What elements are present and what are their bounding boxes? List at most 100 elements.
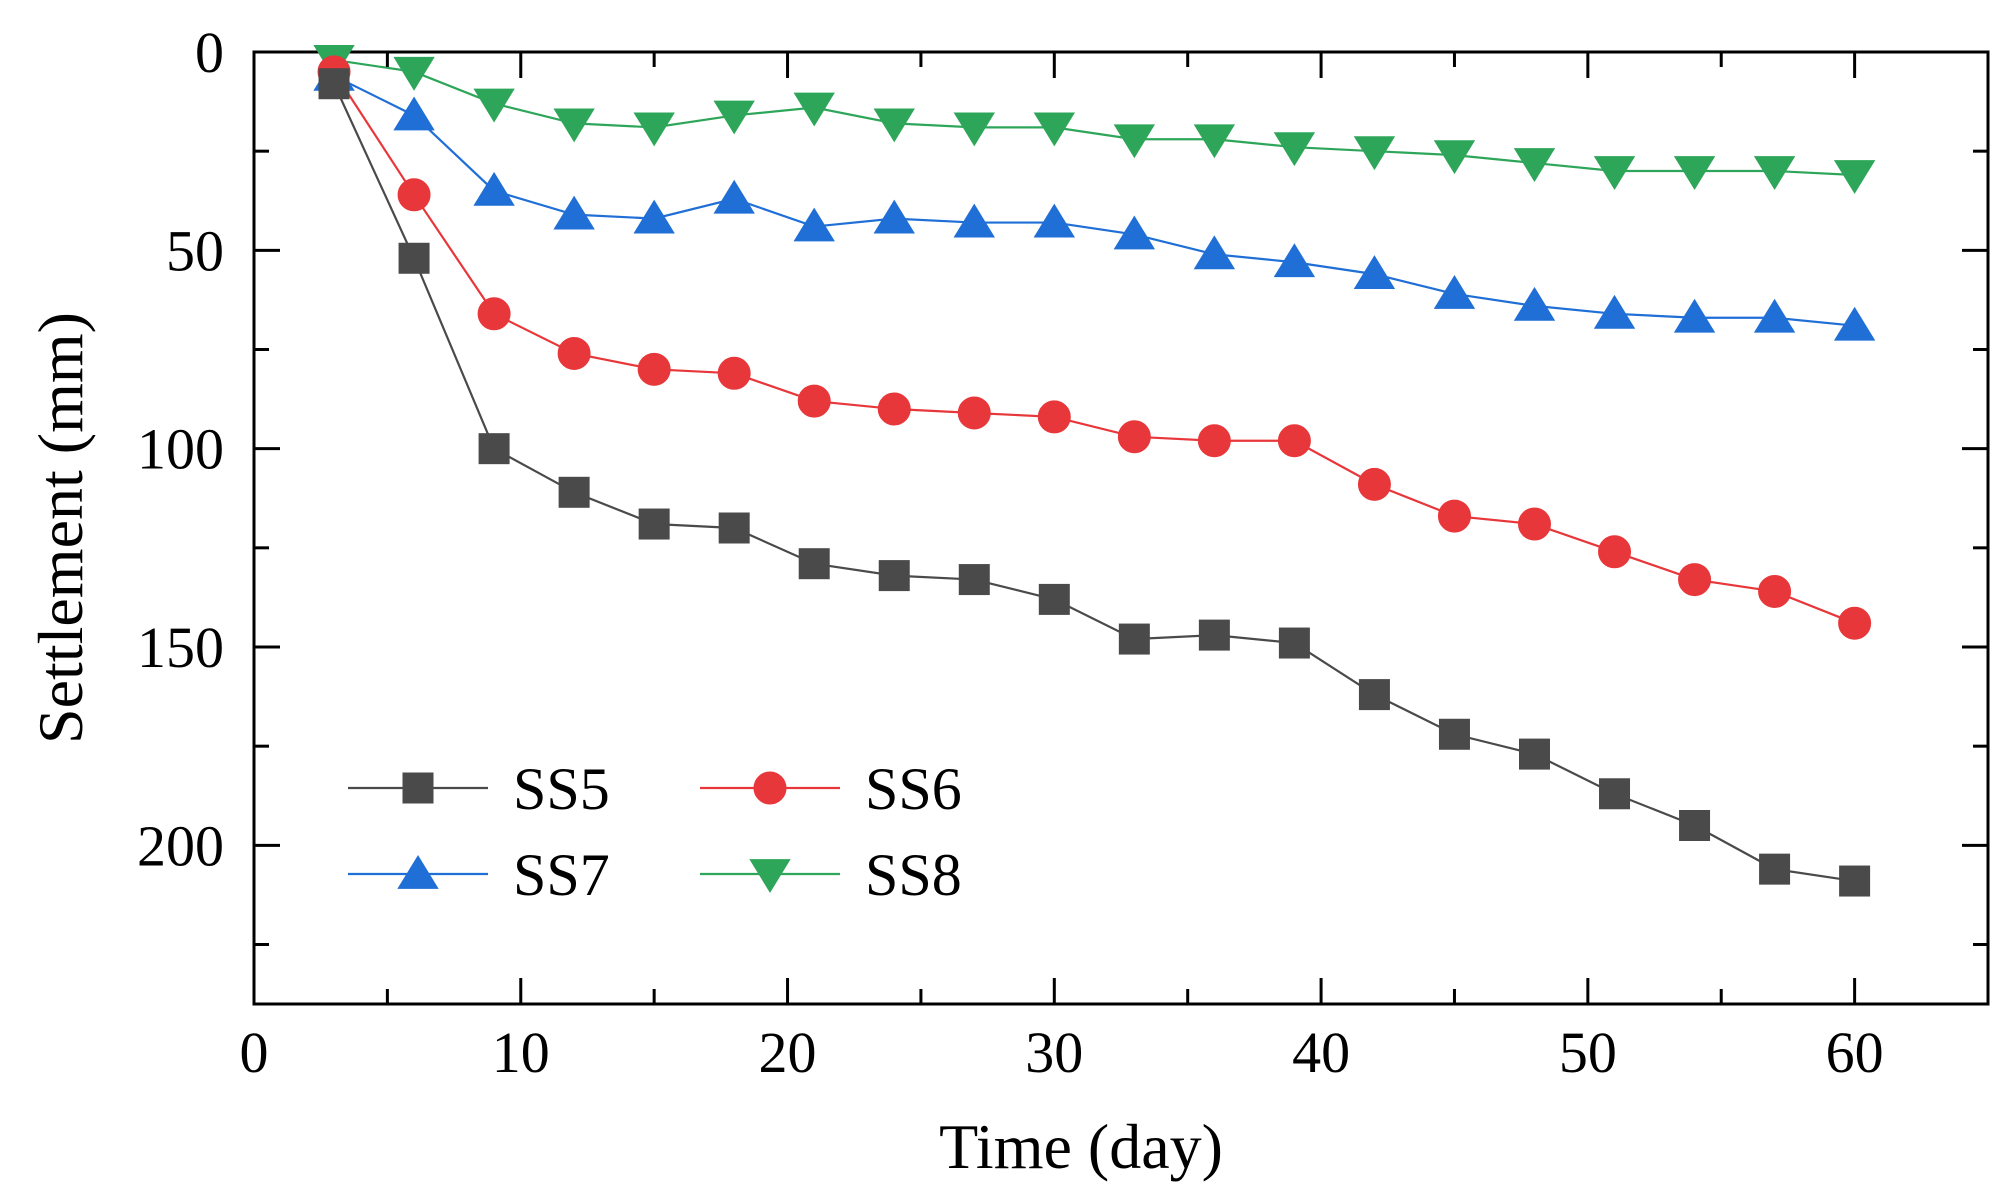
data-point-ss5 xyxy=(558,476,590,508)
data-point-ss6 xyxy=(1838,606,1872,640)
legend-entry-ss6: SS6 xyxy=(700,756,962,822)
data-point-ss5 xyxy=(1278,627,1310,659)
data-point-ss6 xyxy=(1117,420,1151,454)
x-tick-label: 20 xyxy=(759,1020,817,1085)
x-tick-label: 60 xyxy=(1826,1020,1884,1085)
legend-marker xyxy=(402,772,434,804)
data-point-ss6 xyxy=(1037,400,1071,434)
data-point-ss6 xyxy=(877,392,911,426)
data-point-ss8 xyxy=(1033,112,1075,147)
x-tick-label: 10 xyxy=(492,1020,550,1085)
data-point-ss7 xyxy=(1433,275,1476,309)
y-tick-label: 50 xyxy=(166,218,224,283)
x-tick-label: 30 xyxy=(1025,1020,1083,1085)
legend-label: SS8 xyxy=(865,842,962,908)
legend-marker xyxy=(753,771,787,805)
data-point-ss8 xyxy=(1113,124,1156,159)
data-point-ss6 xyxy=(717,356,751,390)
data-point-ss7 xyxy=(633,199,675,234)
series-ss7 xyxy=(313,56,1876,341)
data-point-ss6 xyxy=(957,396,991,430)
data-point-ss5 xyxy=(1518,738,1550,770)
y-tick-label: 0 xyxy=(195,20,224,85)
series-ss5 xyxy=(318,68,1871,897)
data-point-ss5 xyxy=(1358,679,1390,711)
y-tick-label: 200 xyxy=(137,813,224,878)
tick-layer: 0 10 20 30 40 50 60 0 50 100 150 200 xyxy=(137,20,1988,1085)
data-point-ss5 xyxy=(1759,853,1791,885)
data-point-ss5 xyxy=(1038,583,1070,615)
data-point-ss5 xyxy=(638,508,670,540)
data-point-ss5 xyxy=(718,512,750,544)
data-point-ss7 xyxy=(1033,203,1075,238)
data-point-ss8 xyxy=(793,92,835,127)
data-point-ss7 xyxy=(1833,306,1876,341)
data-point-ss8 xyxy=(473,88,515,123)
series-ss6 xyxy=(317,55,1872,640)
data-point-ss5 xyxy=(798,548,830,580)
data-point-ss8 xyxy=(1273,132,1316,167)
data-point-ss6 xyxy=(797,384,831,418)
data-point-ss6 xyxy=(1437,499,1471,533)
data-point-ss5 xyxy=(1679,810,1711,841)
data-point-ss6 xyxy=(1598,535,1632,569)
data-point-ss6 xyxy=(1197,424,1231,458)
data-point-ss5 xyxy=(958,564,990,596)
data-point-ss7 xyxy=(793,207,835,242)
data-point-ss6 xyxy=(1357,467,1391,501)
legend-entry-ss5: SS5 xyxy=(348,756,610,822)
data-point-ss8 xyxy=(393,56,435,91)
y-tick-label: 100 xyxy=(137,417,224,482)
data-point-ss6 xyxy=(397,178,431,212)
data-point-ss8 xyxy=(1353,136,1396,171)
data-point-ss5 xyxy=(1198,619,1230,651)
data-point-ss6 xyxy=(637,352,671,386)
series-layer xyxy=(313,45,1876,897)
data-point-ss8 xyxy=(1433,140,1476,175)
data-point-ss5 xyxy=(878,560,910,592)
data-point-ss8 xyxy=(1193,124,1236,159)
data-point-ss6 xyxy=(1277,424,1311,458)
data-point-ss7 xyxy=(393,96,435,131)
data-point-ss5 xyxy=(1839,865,1871,897)
data-point-ss7 xyxy=(1513,286,1556,321)
data-point-ss8 xyxy=(1513,148,1556,183)
plot-area xyxy=(252,50,1990,1006)
y-axis-title: Settlement (mm) xyxy=(25,312,96,744)
data-point-ss8 xyxy=(553,108,595,143)
data-point-ss8 xyxy=(1593,156,1636,190)
data-point-ss5 xyxy=(1438,718,1470,750)
series-ss8 xyxy=(313,45,1876,194)
x-tick-label: 0 xyxy=(240,1020,269,1085)
data-point-ss7 xyxy=(473,171,515,206)
legend-entry-ss7: SS7 xyxy=(348,842,610,908)
data-point-ss5 xyxy=(1599,778,1631,810)
data-point-ss7 xyxy=(1273,243,1316,278)
data-point-ss8 xyxy=(1753,156,1796,190)
x-tick-label: 40 xyxy=(1292,1020,1350,1085)
data-point-ss6 xyxy=(1758,574,1792,608)
data-point-ss8 xyxy=(1833,160,1876,194)
data-point-ss5 xyxy=(318,68,350,100)
legend: SS5 SS6 SS7 SS8 xyxy=(348,756,962,908)
x-axis-title: Time (day) xyxy=(939,1111,1223,1182)
legend-marker xyxy=(749,859,791,893)
legend-marker xyxy=(397,855,439,889)
series-line-ss7 xyxy=(333,74,1855,327)
data-point-ss7 xyxy=(1753,298,1796,333)
data-point-ss8 xyxy=(873,108,915,143)
data-point-ss8 xyxy=(953,112,995,147)
data-point-ss6 xyxy=(1678,563,1712,597)
data-point-ss7 xyxy=(1673,298,1716,333)
legend-label: SS7 xyxy=(513,842,610,908)
data-point-ss5 xyxy=(1118,623,1150,655)
data-point-ss7 xyxy=(1193,235,1236,270)
data-point-ss7 xyxy=(953,203,995,238)
legend-entry-ss8: SS8 xyxy=(700,842,962,908)
data-point-ss5 xyxy=(398,242,430,274)
data-point-ss7 xyxy=(713,179,755,214)
data-point-ss6 xyxy=(1517,507,1551,541)
plot-border xyxy=(252,50,1990,1006)
data-point-ss8 xyxy=(713,100,755,135)
